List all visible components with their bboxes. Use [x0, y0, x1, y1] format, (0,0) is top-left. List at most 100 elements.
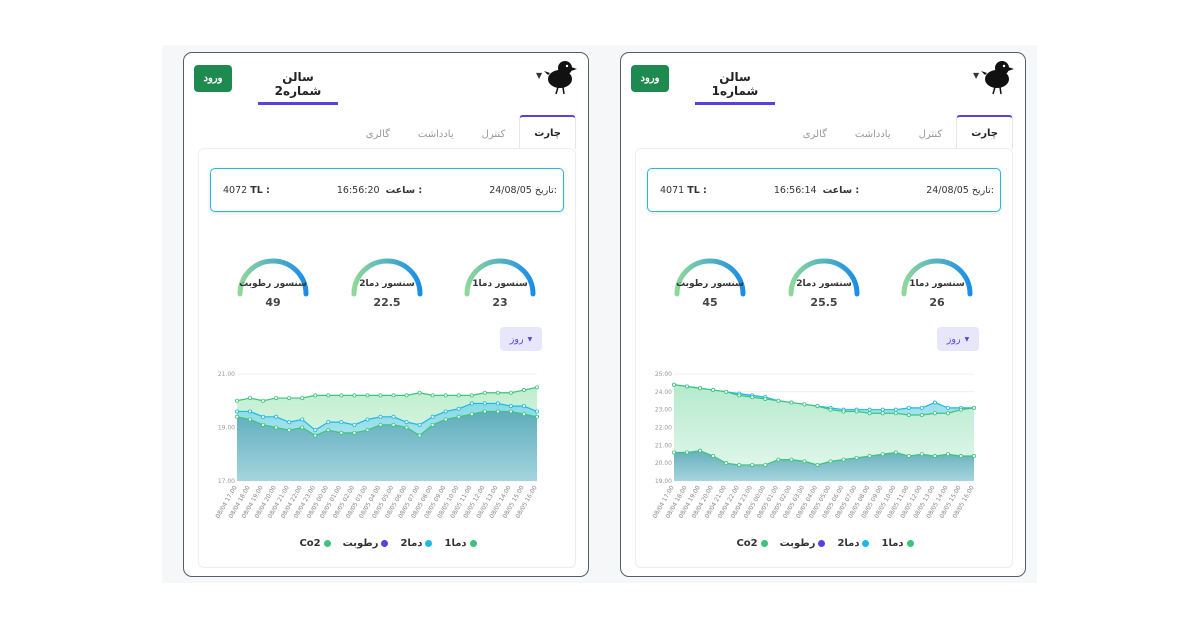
- data-point: [932, 400, 937, 405]
- legend-item[interactable]: رطوبت: [780, 538, 826, 549]
- data-point: [235, 409, 240, 414]
- gauge-label: سنسور رطوبت: [676, 279, 744, 289]
- data-point: [248, 409, 253, 414]
- data-point: [737, 393, 742, 398]
- data-point: [456, 414, 461, 419]
- legend-item[interactable]: دما2: [400, 538, 433, 549]
- gauge-value: 49: [265, 296, 281, 309]
- time-value: 16:56:14: [773, 184, 817, 196]
- legend-dot-icon: [381, 540, 389, 547]
- chart-panel: 4072 TL : 16:56:20 ساعت : 24/08/05 تاریخ…: [198, 148, 576, 568]
- data-point: [430, 414, 435, 419]
- legend-dot-icon: [469, 540, 477, 547]
- y-tick-label: 23.00: [655, 407, 672, 414]
- data-point: [534, 409, 539, 414]
- legend-item[interactable]: دما2: [837, 538, 870, 549]
- gauge-value: 45: [702, 296, 718, 309]
- data-point: [521, 388, 526, 393]
- hall-title[interactable]: سالن شماره1: [695, 70, 775, 105]
- tab-gallery[interactable]: گالری: [802, 128, 827, 140]
- legend-label: دما1: [881, 538, 904, 549]
- data-point: [352, 393, 357, 398]
- data-point: [352, 430, 357, 435]
- data-point: [854, 409, 859, 414]
- data-point: [326, 428, 331, 433]
- data-point: [391, 422, 396, 427]
- data-point: [482, 401, 487, 406]
- tab-notes[interactable]: یادداشت: [854, 128, 891, 140]
- tab-chart[interactable]: چارت: [956, 115, 1013, 149]
- sensor-chart: 19.0020.0021.0022.0023.0024.0025.0008/04…: [651, 371, 976, 520]
- hall-select-caret-icon[interactable]: ▼: [973, 71, 980, 80]
- period-label: روز: [946, 333, 961, 345]
- data-point: [378, 414, 383, 419]
- login-button[interactable]: ورود: [631, 65, 669, 92]
- data-point: [404, 420, 409, 425]
- data-point: [248, 417, 253, 422]
- data-point: [802, 459, 807, 464]
- tab-chart[interactable]: چارت: [519, 115, 576, 149]
- time-label: ساعت :: [385, 184, 423, 196]
- data-point: [906, 405, 911, 410]
- data-point: [417, 390, 422, 395]
- data-point: [880, 452, 885, 457]
- data-point: [274, 396, 279, 401]
- data-point: [958, 407, 963, 412]
- data-point: [841, 457, 846, 462]
- data-point: [945, 411, 950, 416]
- data-point: [776, 398, 781, 403]
- y-tick-label: 22.00: [655, 425, 672, 432]
- data-point: [274, 425, 279, 430]
- data-point: [235, 414, 240, 419]
- data-point: [261, 422, 266, 427]
- legend-item[interactable]: Co2: [736, 538, 768, 549]
- data-point: [776, 457, 781, 462]
- data-point: [391, 414, 396, 419]
- data-point: [378, 422, 383, 427]
- data-point: [404, 425, 409, 430]
- legend-dot-icon: [906, 540, 914, 547]
- data-point: [365, 393, 370, 398]
- data-point: [404, 393, 409, 398]
- legend-dot-icon: [323, 540, 331, 547]
- legend-dot-icon: [862, 540, 870, 547]
- data-point: [893, 407, 898, 412]
- login-button[interactable]: ورود: [194, 65, 232, 92]
- data-point: [945, 405, 950, 410]
- data-point: [391, 393, 396, 398]
- data-point: [893, 450, 898, 455]
- data-point: [378, 393, 383, 398]
- data-point: [867, 407, 872, 412]
- legend-label: دما1: [444, 538, 467, 549]
- tab-control[interactable]: کنترل: [481, 128, 506, 140]
- hall-select-caret-icon[interactable]: ▼: [536, 71, 543, 80]
- period-dropdown[interactable]: روز ▼: [500, 327, 542, 351]
- gauge-temp1: سنسور دما1 23: [461, 255, 539, 333]
- chick-logo-icon: [981, 61, 1014, 95]
- y-tick-label: 21.00: [655, 442, 672, 449]
- tab-gallery[interactable]: گالری: [365, 128, 390, 140]
- legend-item[interactable]: دما1: [881, 538, 914, 549]
- tab-control[interactable]: کنترل: [918, 128, 943, 140]
- data-point: [521, 412, 526, 417]
- data-point: [430, 393, 435, 398]
- period-dropdown[interactable]: روز ▼: [937, 327, 979, 351]
- data-point: [672, 450, 677, 455]
- tl-value: 4072: [223, 184, 248, 196]
- tab-notes[interactable]: یادداشت: [417, 128, 454, 140]
- data-point: [919, 413, 924, 418]
- gauge-value: 26: [929, 296, 945, 309]
- gauge-temp2: سنسور دما2 22.5: [348, 255, 426, 333]
- legend-item[interactable]: دما1: [444, 538, 477, 549]
- legend-item[interactable]: رطوبت: [343, 538, 389, 549]
- chart-legend: دما1 دما2 رطوبت Co2: [199, 538, 577, 549]
- legend-item[interactable]: Co2: [299, 538, 331, 549]
- data-point: [495, 409, 500, 414]
- legend-label: دما2: [400, 538, 423, 549]
- data-point: [893, 411, 898, 416]
- data-point: [313, 433, 318, 438]
- data-point: [789, 400, 794, 405]
- hall-card-1: ورود سالن شماره1 ▼ گالری یادداشت کنترل چ…: [620, 52, 1026, 577]
- legend-dot-icon: [425, 540, 433, 547]
- hall-title[interactable]: سالن شماره2: [258, 70, 338, 105]
